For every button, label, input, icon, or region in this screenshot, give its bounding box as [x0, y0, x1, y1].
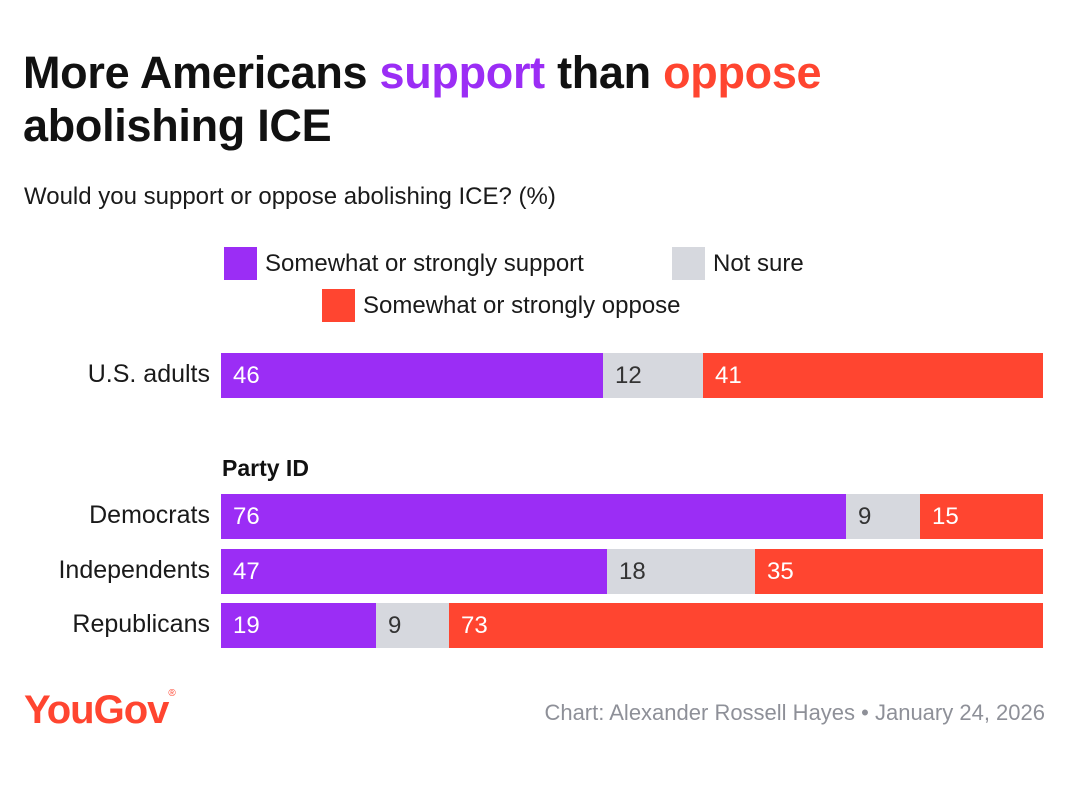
data-label-democrats-notsure: 9 [858, 502, 872, 530]
row-label-democrats: Democrats [89, 501, 210, 529]
chart-title: More Americans support than oppose aboli… [23, 46, 1053, 152]
chart-credit: Chart: Alexander Rossell Hayes • January… [544, 700, 1045, 725]
data-label-independents-notsure: 18 [619, 557, 646, 585]
bar-independents-support: 47 [221, 549, 607, 594]
bar-independents-notsure: 18 [607, 549, 755, 594]
bar-u-s-adults-notsure: 12 [603, 353, 703, 398]
bar-democrats-oppose: 15 [920, 494, 1043, 539]
legend-label-support: Somewhat or strongly support [265, 249, 584, 277]
data-label-independents-support: 47 [233, 557, 260, 585]
chart-subtitle: Would you support or oppose abolishing I… [24, 183, 556, 210]
bar-independents-oppose: 35 [755, 549, 1043, 594]
data-label-independents-oppose: 35 [767, 557, 794, 585]
data-label-republicans-support: 19 [233, 611, 260, 639]
row-label-republicans: Republicans [72, 610, 210, 638]
title-suffix: abolishing ICE [23, 100, 332, 151]
title-oppose-word: oppose [663, 47, 822, 98]
bar-republicans-notsure: 9 [376, 603, 449, 648]
bar-republicans-oppose: 73 [449, 603, 1043, 648]
title-middle: than [557, 47, 651, 98]
title-prefix: More Americans [23, 47, 368, 98]
data-label-u-s-adults-notsure: 12 [615, 361, 642, 389]
legend-label-oppose: Somewhat or strongly oppose [363, 291, 681, 319]
logo-text: YouGov [24, 688, 169, 732]
row-label-independents: Independents [58, 556, 210, 584]
bar-u-s-adults-support: 46 [221, 353, 603, 398]
data-label-democrats-support: 76 [233, 502, 260, 530]
legend-item-not-sure: Not sure [672, 247, 804, 280]
data-label-republicans-notsure: 9 [388, 611, 402, 639]
bar-democrats-support: 76 [221, 494, 846, 539]
party-id-group-label: Party ID [222, 455, 309, 481]
yougov-logo: YouGov® [24, 688, 176, 733]
title-support-word: support [379, 47, 545, 98]
data-label-u-s-adults-oppose: 41 [715, 361, 742, 389]
legend-swatch-oppose [322, 289, 355, 322]
legend-label-not-sure: Not sure [713, 249, 804, 277]
logo-registered-mark: ® [168, 688, 175, 699]
bar-democrats-notsure: 9 [846, 494, 920, 539]
legend-swatch-not-sure [672, 247, 705, 280]
bar-u-s-adults-oppose: 41 [703, 353, 1043, 398]
data-label-republicans-oppose: 73 [461, 611, 488, 639]
row-label-u-s-adults: U.S. adults [87, 360, 210, 388]
legend-item-oppose: Somewhat or strongly oppose [322, 289, 681, 322]
legend-item-support: Somewhat or strongly support [224, 247, 584, 280]
data-label-u-s-adults-support: 46 [233, 361, 260, 389]
data-label-democrats-oppose: 15 [932, 502, 959, 530]
bar-republicans-support: 19 [221, 603, 376, 648]
legend-swatch-support [224, 247, 257, 280]
